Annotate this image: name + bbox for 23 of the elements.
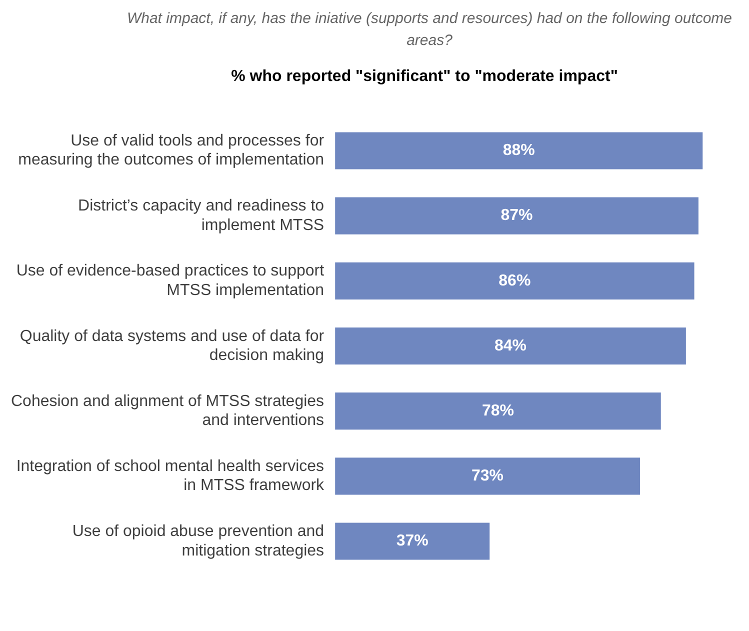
chart-title: What impact, if any, has the iniative (supports and resources) had on the following outcome areas? <box>126 9 734 51</box>
y-tick-label: Integration of school mental health services in MTSS framework <box>16 458 326 494</box>
data-label: 88% <box>502 142 535 160</box>
y-tick-label: Use of evidence-based practices to support MTSS implementation <box>16 262 325 299</box>
bar <box>335 132 703 170</box>
data-label: 78% <box>482 402 514 420</box>
bar <box>335 262 694 300</box>
bar <box>335 392 661 430</box>
data-label: 84% <box>494 337 527 354</box>
y-tick-label: Cohesion and alignment of MTSS strategies and interventions <box>10 392 324 430</box>
data-label: 37% <box>396 532 428 550</box>
bar <box>335 327 686 365</box>
data-label: 86% <box>498 272 531 290</box>
data-label: 73% <box>472 468 504 485</box>
data-label: 87% <box>500 207 533 224</box>
bar <box>335 522 490 560</box>
y-tick-label: Quality of data systems and use of data for decision making <box>20 328 325 364</box>
bar <box>335 458 640 495</box>
y-tick-label: Use of valid tools and processes for measuring the outcomes of implementation <box>18 132 325 169</box>
bar <box>335 197 698 234</box>
chart-subtitle: % who reported "significant" to "moderate impact" <box>230 68 619 86</box>
y-tick-label: District’s capacity and readiness to implement MTSS <box>78 198 324 234</box>
y-tick-label: Use of opioid abuse prevention and mitigation strategies <box>72 523 324 560</box>
